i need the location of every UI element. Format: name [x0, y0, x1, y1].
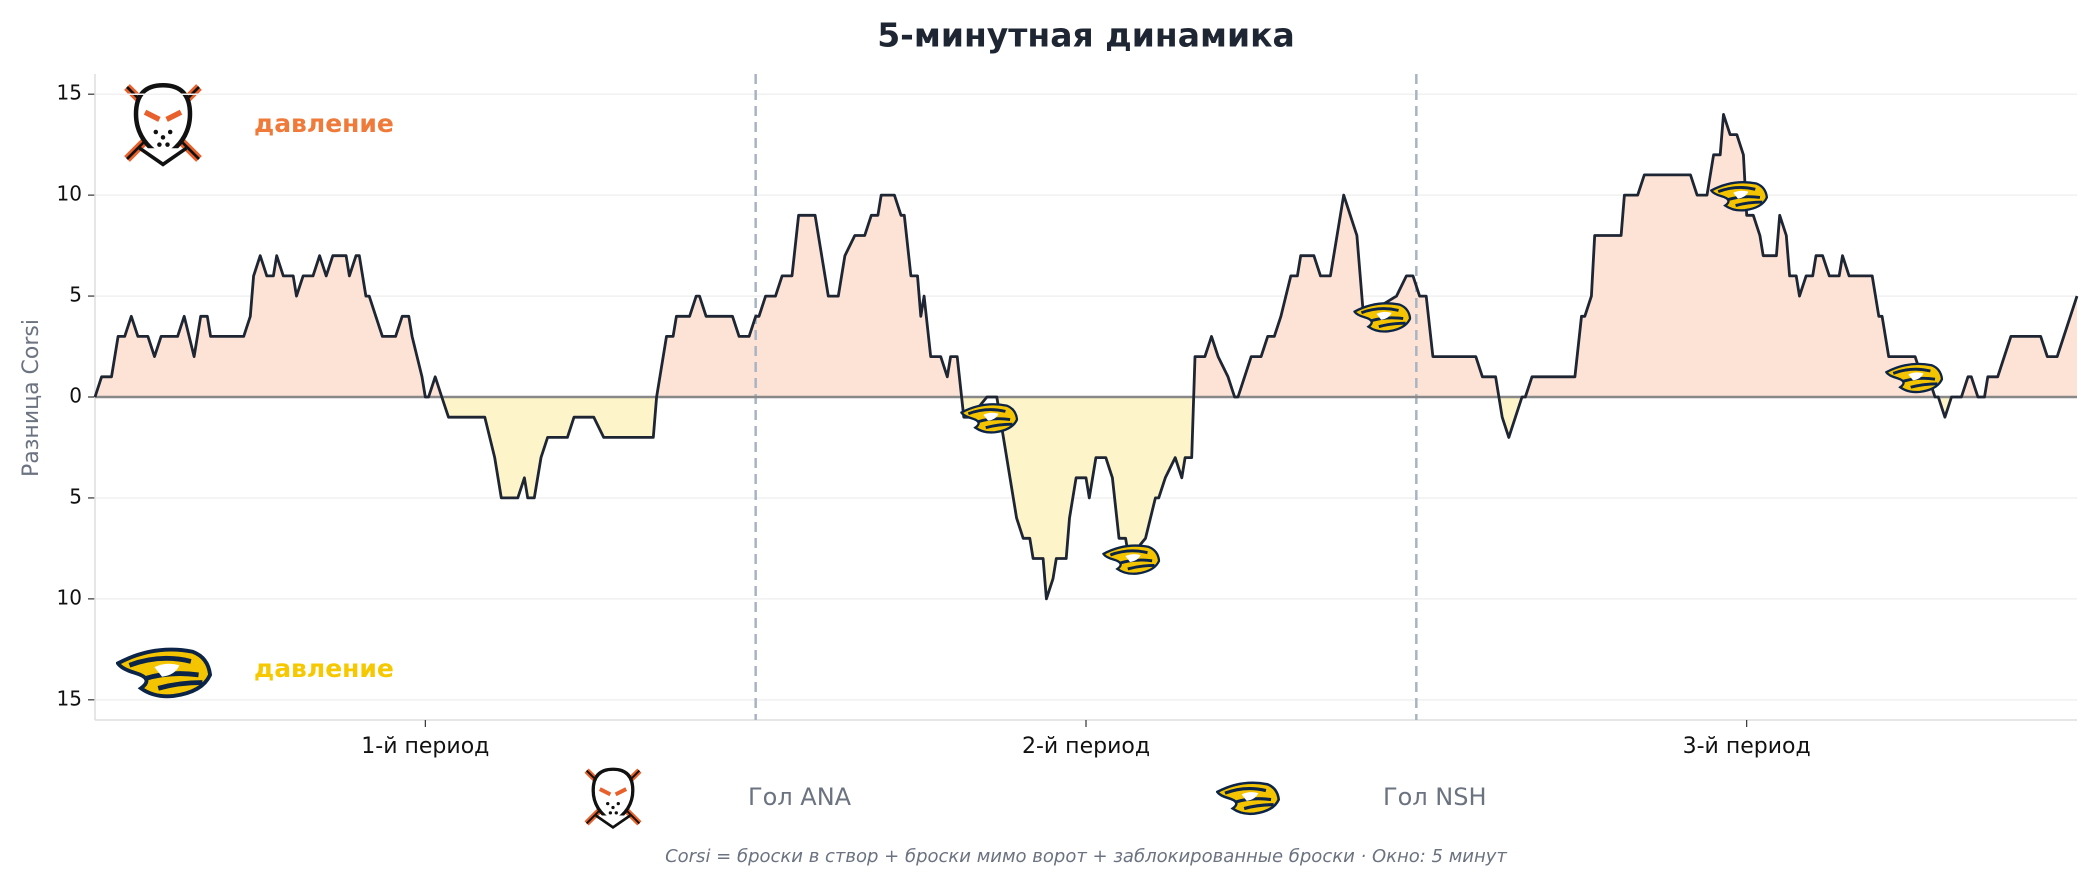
y-tick-label: 15: [57, 686, 82, 710]
team-logo: [127, 85, 199, 164]
x-tick-label: 2-й период: [1022, 734, 1150, 759]
x-tick-label: 1-й период: [361, 734, 489, 759]
y-tick-label: 0: [69, 384, 82, 408]
chart-title: 5-минутная динамика: [877, 16, 1295, 55]
footnote: Corsi = броски в створ + броски мимо вор…: [665, 846, 1507, 867]
y-tick-label: 10: [57, 182, 82, 206]
goal-marker: [1102, 544, 1161, 576]
legend-icon: [587, 769, 640, 827]
legend-icon: [1216, 781, 1280, 816]
y-tick-label: 5: [69, 484, 82, 508]
annotation: давление: [254, 109, 394, 138]
team-logo: [118, 650, 210, 697]
y-tick-label: 15: [57, 81, 82, 105]
x-tick-label: 3-й период: [1683, 734, 1811, 759]
line: [93, 113, 2079, 601]
y-tick-label: 5: [69, 283, 82, 307]
legend-label: Гол NSH: [1383, 783, 1487, 811]
area-positive: [95, 114, 2077, 397]
area-negative: [95, 397, 2077, 599]
annotation: давление: [254, 654, 394, 683]
goal-marker: [960, 402, 1019, 434]
y-tick-label: 10: [57, 585, 82, 609]
y-axis-label: Разница Corsi: [19, 319, 44, 477]
legend-label: Гол ANA: [748, 783, 852, 811]
